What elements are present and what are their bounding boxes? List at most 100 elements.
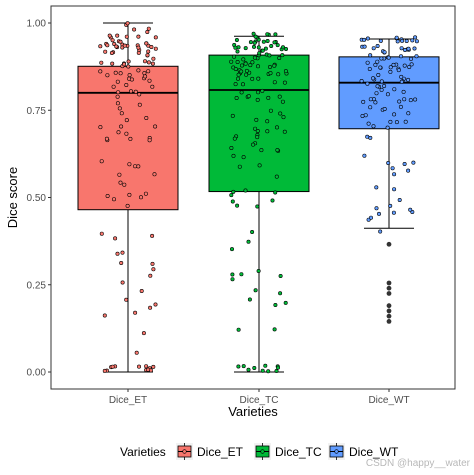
- jitter-point: [146, 26, 151, 31]
- jitter-point: [150, 61, 155, 66]
- jitter-point: [368, 97, 373, 102]
- jitter-point: [278, 273, 283, 278]
- legend-key-dice-tc: Dice_TC: [254, 443, 322, 460]
- jitter-point: [374, 185, 379, 190]
- jitter-point: [274, 368, 279, 373]
- legend-point: [260, 449, 265, 454]
- jitter-point: [230, 113, 235, 118]
- jitter-point: [265, 119, 270, 124]
- jitter-point: [275, 43, 280, 48]
- x-tick-label: Dice_TC: [240, 395, 279, 406]
- jitter-point: [362, 37, 367, 42]
- jitter-point: [278, 291, 283, 296]
- jitter-point: [136, 45, 141, 50]
- jitter-point: [399, 79, 404, 84]
- jitter-point: [153, 46, 158, 51]
- jitter-point: [280, 45, 285, 50]
- jitter-point: [411, 160, 416, 165]
- jitter-point: [137, 92, 142, 97]
- legend-key-dice-wt: Dice_WT: [328, 443, 399, 460]
- jitter-point: [132, 27, 137, 32]
- jitter-point: [237, 164, 242, 169]
- jitter-point: [254, 117, 259, 122]
- jitter-point: [260, 48, 265, 53]
- jitter-point: [124, 83, 129, 88]
- jitter-point: [406, 77, 411, 82]
- jitter-point: [99, 231, 104, 236]
- jitter-point: [252, 40, 257, 45]
- jitter-point: [413, 97, 418, 102]
- legend-point: [182, 449, 187, 454]
- outlier-point: [386, 313, 392, 319]
- jitter-point: [374, 206, 379, 211]
- jitter-point: [230, 247, 235, 252]
- jitter-point: [269, 43, 274, 48]
- jitter-point: [365, 81, 370, 86]
- jitter-point: [255, 64, 260, 69]
- jitter-point: [115, 101, 120, 106]
- jitter-point: [397, 99, 402, 104]
- jitter-point: [239, 69, 244, 74]
- jitter-point: [248, 40, 253, 45]
- jitter-point: [250, 60, 255, 65]
- jitter-point: [282, 129, 287, 134]
- jitter-point: [361, 99, 366, 104]
- jitter-point: [392, 172, 397, 177]
- jitter-point: [376, 73, 381, 78]
- jitter-point: [275, 148, 280, 153]
- jitter-point: [255, 97, 260, 102]
- legend-key-dice-et: Dice_ET: [176, 443, 244, 460]
- jitter-point: [280, 99, 285, 104]
- jitter-point: [359, 79, 364, 84]
- jitter-point: [136, 50, 141, 55]
- jitter-point: [266, 95, 271, 100]
- y-axis-title: Dice score: [5, 167, 20, 228]
- jitter-point: [117, 106, 122, 111]
- jitter-point: [263, 363, 268, 368]
- jitter-point: [379, 56, 384, 61]
- jitter-point: [147, 138, 152, 143]
- jitter-point: [126, 64, 131, 69]
- jitter-point: [128, 136, 133, 141]
- jitter-point: [400, 38, 405, 43]
- jitter-point: [283, 46, 288, 51]
- jitter-point: [111, 84, 116, 89]
- y-axis: 0.00 0.25 0.50 0.75 1.00: [27, 19, 51, 379]
- jitter-point: [112, 41, 117, 46]
- jitter-point: [263, 46, 268, 51]
- jitter-point: [102, 313, 107, 318]
- jitter-point: [116, 90, 121, 95]
- jitter-point: [232, 54, 237, 59]
- jitter-point: [133, 164, 138, 169]
- jitter-point: [278, 111, 283, 116]
- jitter-point: [277, 55, 282, 60]
- jitter-point: [260, 88, 265, 93]
- jitter-point: [409, 62, 414, 67]
- jitter-point: [402, 47, 407, 52]
- jitter-point: [403, 119, 408, 124]
- jitter-point: [244, 68, 249, 73]
- jitter-point: [126, 59, 131, 64]
- jitter-point: [137, 102, 142, 107]
- jitter-point: [252, 55, 257, 60]
- legend: Varieties Dice_ET Dice_TC Dice_WT: [120, 443, 399, 460]
- jitter-point: [143, 191, 148, 196]
- jitter-point: [386, 161, 391, 166]
- jitter-point: [255, 129, 260, 134]
- jitter-points: [98, 21, 419, 374]
- jitter-point: [253, 34, 258, 39]
- jitter-point: [368, 105, 373, 110]
- jitter-point: [414, 54, 419, 59]
- jitter-point: [145, 29, 150, 34]
- jitter-point: [363, 113, 368, 118]
- jitter-point: [282, 80, 287, 85]
- jitter-point: [399, 46, 404, 51]
- jitter-point: [255, 135, 260, 140]
- jitter-point: [272, 63, 277, 68]
- jitter-point: [268, 71, 273, 76]
- jitter-point: [283, 300, 288, 305]
- jitter-point: [124, 297, 129, 302]
- legend-label: Dice_WT: [349, 445, 399, 459]
- jitter-point: [371, 76, 376, 81]
- jitter-point: [396, 68, 401, 73]
